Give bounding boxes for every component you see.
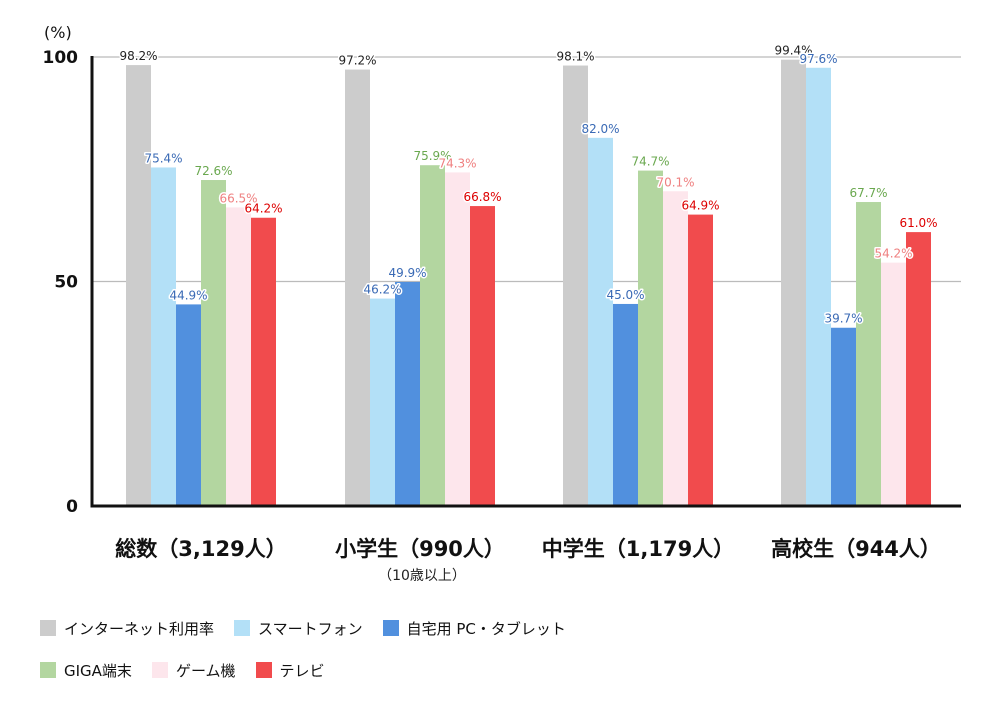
legend-swatch-home-pc	[382, 620, 399, 636]
legend-label-home-pc: 自宅用 PC・タブレット	[406, 619, 566, 638]
category-sublabel: （10歳以上）	[378, 568, 466, 584]
data-label: 64.9%	[681, 199, 719, 213]
category-label: 高校生（944人）	[771, 537, 941, 561]
data-label: 66.8%	[463, 190, 501, 204]
data-label: 82.0%	[581, 122, 619, 136]
bar	[370, 298, 395, 506]
bar	[588, 137, 613, 506]
data-label: 99.4%	[774, 44, 812, 58]
legend-label-game: ゲーム機	[175, 661, 236, 680]
data-label: 67.7%	[849, 186, 887, 200]
bar	[470, 206, 495, 506]
bar	[663, 191, 688, 506]
bar	[201, 180, 226, 506]
legend-label-internet: インターネット利用率	[64, 619, 215, 638]
bar	[906, 232, 931, 507]
y-tick-label: 50	[54, 273, 78, 293]
data-label: 61.0%	[899, 216, 937, 230]
bar	[420, 165, 445, 507]
data-label: 98.2%	[119, 49, 157, 63]
legend-label-smartphone: スマートフォン	[258, 619, 363, 638]
bar	[176, 304, 201, 506]
y-axis-unit: (%)	[44, 23, 72, 42]
data-labels: 98.2% 75.4% 44.9% 72.6% 66.5%64.2% 97.2% 46.2%…	[118, 42, 939, 327]
bar	[613, 303, 638, 506]
data-label: 75.9%	[413, 149, 451, 163]
data-label: 46.2%	[363, 283, 401, 297]
bar	[881, 262, 906, 506]
data-label: 74.7%	[631, 155, 669, 169]
legend-row-1: インターネット利用率 スマートフォン 自宅用 PC・タブレット	[40, 616, 586, 640]
bar	[226, 207, 251, 507]
bar	[856, 202, 881, 507]
legend-label-tv: テレビ	[279, 661, 325, 680]
legend-swatch-tv	[255, 662, 272, 678]
bar	[251, 217, 276, 506]
data-label: 54.2%	[874, 247, 912, 261]
legend-swatch-giga	[40, 662, 56, 678]
bar	[638, 170, 663, 507]
data-label: 49.9%	[388, 266, 426, 280]
y-tick-label: 100	[43, 48, 79, 68]
data-label: 72.6%	[194, 164, 232, 178]
bar	[126, 65, 151, 506]
category-label: 小学生（990人）	[335, 537, 505, 561]
legend-swatch-smartphone	[234, 620, 251, 636]
data-label: 74.3%	[438, 156, 476, 170]
legend-item-home-pc: 自宅用 PC・タブレット	[382, 618, 566, 639]
data-label: 66.5%	[219, 191, 257, 205]
data-label: 70.1%	[656, 175, 694, 189]
bars	[126, 59, 931, 507]
bar	[781, 59, 806, 506]
legend-item-internet: インターネット利用率	[40, 618, 214, 639]
y-tick-label: 0	[66, 497, 78, 517]
bar	[563, 65, 588, 506]
legend: インターネット利用率 スマートフォン 自宅用 PC・タブレット GIGA端末 ゲ…	[40, 616, 586, 700]
legend-label-giga: GIGA端末	[64, 661, 132, 680]
bar	[445, 172, 470, 506]
data-label: 64.2%	[244, 202, 282, 216]
legend-swatch-internet	[40, 620, 56, 636]
data-label: 39.7%	[824, 312, 862, 326]
data-label: 97.2%	[338, 54, 376, 68]
bar	[806, 67, 831, 506]
data-label: 45.0%	[606, 288, 644, 302]
data-label: 44.9%	[169, 288, 207, 302]
bar	[395, 281, 420, 506]
data-label: 97.6%	[799, 52, 837, 66]
legend-item-tv: テレビ	[255, 660, 325, 681]
bar	[151, 167, 176, 507]
legend-item-giga: GIGA端末	[40, 660, 132, 681]
axes	[90, 56, 961, 508]
legend-swatch-game	[151, 662, 168, 678]
bar	[688, 214, 713, 506]
category-labels: 総数（3,129人） 小学生（990人） （10歳以上） 中学生（1,179人） 高校生…	[115, 537, 941, 584]
legend-row-2: GIGA端末 ゲーム機 テレビ	[40, 658, 586, 682]
data-label: 98.1%	[556, 50, 594, 64]
y-tick-labels: 0 50 100	[43, 48, 79, 517]
category-label: 中学生（1,179人）	[542, 537, 734, 561]
legend-item-smartphone: スマートフォン	[234, 618, 363, 639]
data-label: 75.4%	[144, 151, 182, 165]
bar	[345, 69, 370, 507]
legend-item-game: ゲーム機	[151, 660, 236, 681]
category-label: 総数（3,129人）	[115, 537, 286, 561]
bar	[831, 327, 856, 506]
